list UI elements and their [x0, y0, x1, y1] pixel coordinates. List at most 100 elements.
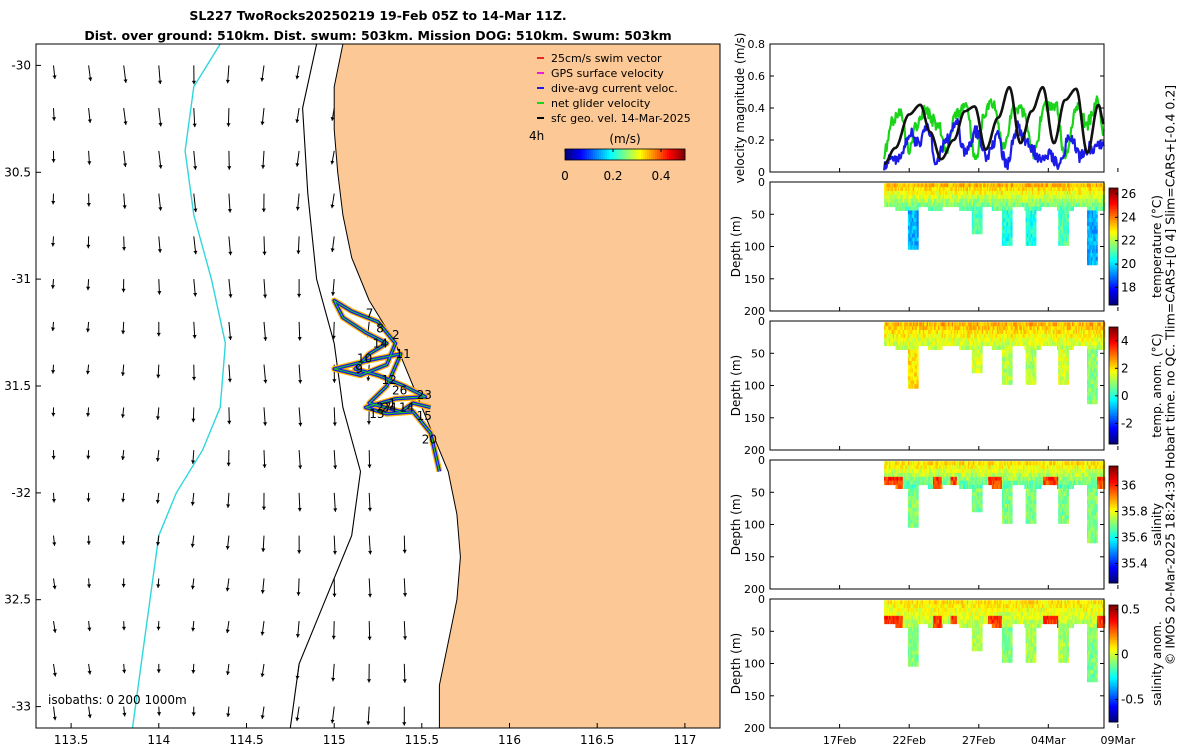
section-cell: [917, 469, 920, 474]
section-cell: [1030, 194, 1033, 200]
section-cell: [1092, 399, 1094, 405]
section-cell: [1090, 218, 1093, 223]
section-cell: [1008, 461, 1011, 466]
section-cell: [1021, 461, 1024, 466]
section-cell: [892, 472, 895, 478]
section-cell: [916, 357, 919, 362]
section-cell: [1093, 388, 1096, 393]
section-cell: [930, 469, 933, 474]
section-cell: [935, 330, 938, 335]
section-cell: [965, 194, 968, 200]
section-cell: [1057, 341, 1059, 347]
section-cell: [928, 194, 930, 200]
section-cell: [945, 469, 948, 474]
section-cell: [1014, 183, 1017, 188]
section-cell: [1087, 395, 1089, 401]
section-cell: [1084, 183, 1087, 188]
section-cell: [1055, 183, 1058, 188]
section-cell: [1031, 225, 1034, 231]
section-cell: [1024, 465, 1027, 470]
colorbar-cell: [585, 149, 588, 160]
section-cell: [1029, 210, 1032, 215]
section-cell: [961, 465, 964, 470]
section-cell: [964, 341, 967, 347]
colorbar-cell: [589, 149, 592, 160]
section-cell: [912, 376, 915, 381]
section-cell: [1090, 206, 1093, 211]
section-cell: [1014, 480, 1017, 486]
section-cell: [973, 202, 975, 208]
section-cell: [1057, 198, 1059, 204]
section-cell: [1021, 337, 1024, 343]
section-cell: [995, 484, 998, 489]
section-cell: [1060, 380, 1063, 385]
section-cell: [910, 488, 913, 493]
section-cell: [960, 322, 963, 327]
section-cell: [989, 337, 992, 343]
section-cell: [889, 341, 892, 347]
section-cell: [996, 480, 999, 486]
section-cell: [1030, 206, 1033, 211]
section-cell: [1084, 341, 1087, 347]
section-cell: [887, 461, 890, 466]
section-cell: [1093, 218, 1096, 223]
section-cell: [940, 322, 943, 327]
section-cell: [887, 465, 890, 470]
section-cell: [1094, 218, 1097, 223]
section-cell: [1065, 364, 1068, 370]
section-cell: [973, 357, 975, 362]
section-cell: [915, 183, 918, 188]
section-cell: [912, 361, 915, 366]
section-cell: [1009, 233, 1012, 239]
section-cell: [899, 322, 902, 327]
section-cell: [1029, 183, 1032, 188]
section-cell: [914, 496, 917, 501]
section-cell: [914, 503, 917, 509]
section-cell: [1040, 322, 1043, 327]
section-cell: [1092, 388, 1094, 393]
colorbar-cell: [679, 149, 682, 160]
section-cell: [1034, 202, 1037, 208]
section-cell: [978, 222, 981, 227]
section-cell: [1075, 191, 1078, 196]
section-cell: [973, 225, 975, 231]
section-cell: [896, 202, 899, 208]
section-cell: [1029, 488, 1032, 493]
section-cell: [971, 210, 974, 215]
section-cell: [909, 519, 912, 524]
section-cell: [916, 198, 919, 204]
section-cell: [1001, 484, 1004, 489]
section-cell: [944, 191, 947, 196]
section-cell: [976, 507, 979, 513]
section-cell: [995, 337, 998, 343]
section-cell: [1068, 187, 1071, 192]
colorbar-cell: [1109, 230, 1118, 233]
section-cell: [919, 333, 922, 339]
section-cell: [911, 222, 914, 227]
section-cell: [1008, 519, 1011, 524]
section-cell: [909, 214, 912, 219]
section-cell: [951, 465, 954, 470]
section-cell: [911, 488, 914, 493]
section-cell: [959, 183, 962, 188]
y-tick-label: 0: [758, 166, 765, 179]
section-cell: [920, 476, 923, 482]
section-cell: [1084, 198, 1087, 204]
section-cell: [1018, 472, 1021, 478]
colorbar-cell: [653, 149, 656, 160]
section-cell: [1088, 225, 1091, 231]
section-cell: [961, 330, 964, 335]
day-label: 8: [376, 322, 384, 336]
section-cell: [1089, 395, 1092, 401]
velocity-arrowhead: [51, 327, 56, 331]
section-cell: [1043, 333, 1046, 339]
section-cell: [983, 198, 986, 204]
section-cell: [1008, 480, 1011, 486]
section-cell: [1005, 376, 1008, 381]
section-cell: [1035, 191, 1038, 196]
section-cell: [1055, 187, 1058, 192]
section-cell: [1092, 391, 1094, 397]
section-cell: [998, 484, 1001, 489]
section-cell: [960, 337, 963, 343]
section-cell: [906, 480, 909, 486]
